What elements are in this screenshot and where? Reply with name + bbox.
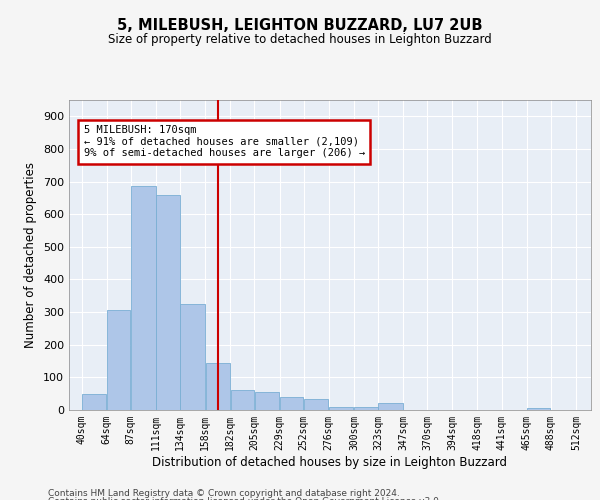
Bar	[304, 398, 328, 410]
Bar	[527, 408, 550, 410]
Bar	[206, 362, 230, 410]
Text: Size of property relative to detached houses in Leighton Buzzard: Size of property relative to detached ho…	[108, 32, 492, 46]
Bar	[379, 404, 403, 410]
X-axis label: Distribution of detached houses by size in Leighton Buzzard: Distribution of detached houses by size …	[152, 456, 508, 468]
Text: 5, MILEBUSH, LEIGHTON BUZZARD, LU7 2UB: 5, MILEBUSH, LEIGHTON BUZZARD, LU7 2UB	[117, 18, 483, 32]
Bar	[181, 304, 205, 410]
Y-axis label: Number of detached properties: Number of detached properties	[25, 162, 37, 348]
Bar	[107, 310, 130, 410]
Bar	[131, 186, 155, 410]
Bar	[231, 390, 254, 410]
Text: Contains public sector information licensed under the Open Government Licence v3: Contains public sector information licen…	[48, 497, 442, 500]
Text: 5 MILEBUSH: 170sqm
← 91% of detached houses are smaller (2,109)
9% of semi-detac: 5 MILEBUSH: 170sqm ← 91% of detached hou…	[83, 125, 365, 158]
Bar	[280, 397, 303, 410]
Bar	[82, 394, 106, 410]
Text: Contains HM Land Registry data © Crown copyright and database right 2024.: Contains HM Land Registry data © Crown c…	[48, 488, 400, 498]
Bar	[255, 392, 279, 410]
Bar	[329, 406, 353, 410]
Bar	[354, 406, 377, 410]
Bar	[157, 194, 179, 410]
